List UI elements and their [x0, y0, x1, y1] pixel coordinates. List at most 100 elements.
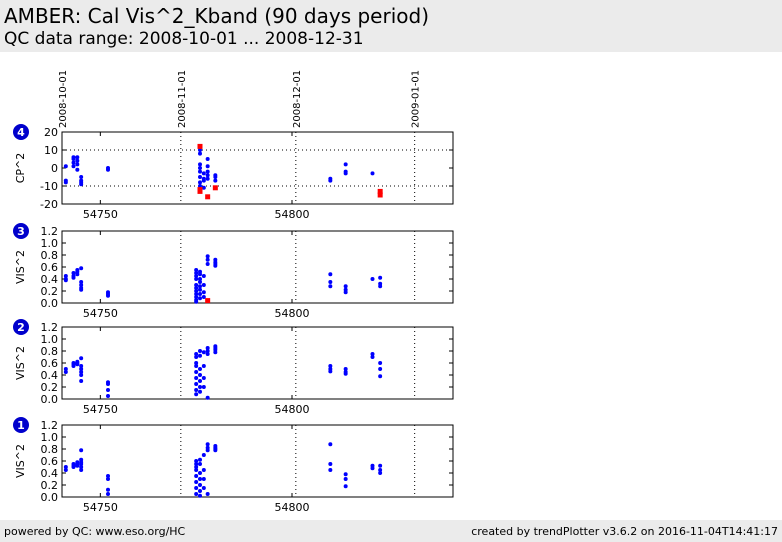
- data-point: [370, 277, 375, 281]
- panel-4: -20 -10 0 10 20 54750 54800 CP^2 4: [13, 124, 454, 221]
- y-tick-label: 0.8: [41, 249, 59, 262]
- data-point: [370, 171, 375, 176]
- y-tick-label: 0.8: [41, 345, 59, 358]
- y-tick-label: 0.0: [41, 491, 59, 504]
- y-tick-label: 0.2: [41, 381, 59, 394]
- y-tick-label: 0.0: [41, 297, 59, 310]
- y-tick-label: -20: [40, 198, 58, 211]
- data-point: [194, 474, 199, 478]
- data-point: [194, 295, 199, 299]
- data-point: [71, 155, 76, 160]
- data-point: [194, 459, 199, 463]
- panel-badge-number: 4: [17, 126, 25, 139]
- data-point: [71, 164, 76, 169]
- data-point: [201, 350, 206, 355]
- data-point: [75, 155, 80, 160]
- data-point: [194, 465, 199, 469]
- data-point: [194, 283, 199, 287]
- x-tick-label: 54800: [275, 403, 310, 416]
- data-point: [106, 474, 110, 478]
- y-tick-label: 0.6: [41, 357, 59, 370]
- data-point: [194, 486, 199, 490]
- y-tick-label: 1.0: [41, 431, 59, 444]
- data-point: [198, 287, 202, 292]
- data-point: [63, 367, 68, 371]
- panel-badge: [13, 223, 29, 239]
- data-point: [201, 295, 206, 299]
- data-point: [79, 364, 84, 368]
- data-point: [370, 352, 375, 356]
- panel-3: 0.00.20.40.60.81.01.2 54750 54800 VIS^2 3: [13, 223, 454, 320]
- data-point: [71, 160, 76, 165]
- data-point: [201, 290, 206, 295]
- data-point: [328, 462, 333, 466]
- outlier-point: [197, 188, 203, 194]
- data-point: [343, 371, 348, 376]
- y-tick-label: 0.4: [41, 467, 59, 480]
- data-point: [198, 184, 202, 188]
- data-point: [63, 278, 68, 283]
- y-tick-label: 0.2: [41, 285, 59, 298]
- data-point: [213, 263, 218, 268]
- data-point: [205, 169, 210, 174]
- data-point: [198, 373, 202, 377]
- data-point: [328, 468, 333, 472]
- y-tick-label: 0.4: [41, 369, 59, 382]
- y-axis-label: CP^2: [14, 153, 27, 184]
- footer-created: created by trendPlotter v3.6.2 on 2016-1…: [471, 525, 778, 538]
- date-tick-label: 2008-11-01: [177, 70, 188, 128]
- date-tick-label: 2008-12-01: [292, 70, 303, 128]
- data-point: [205, 352, 210, 356]
- data-point: [378, 367, 383, 371]
- data-point: [198, 277, 202, 281]
- data-point: [79, 180, 84, 185]
- data-point: [79, 266, 84, 271]
- data-point: [106, 388, 110, 392]
- data-point: [106, 382, 110, 386]
- data-point: [79, 373, 84, 377]
- data-point: [63, 465, 68, 469]
- data-point: [201, 364, 206, 368]
- y-tick-label: -10: [40, 180, 58, 193]
- outlier-point: [377, 188, 383, 194]
- data-point: [201, 385, 206, 389]
- panel-frame: [61, 424, 454, 498]
- data-point: [63, 468, 68, 472]
- data-point: [198, 477, 202, 481]
- data-point: [378, 284, 383, 289]
- data-point: [194, 462, 199, 466]
- data-point: [343, 284, 348, 289]
- data-point: [194, 364, 199, 368]
- data-point: [198, 272, 202, 277]
- data-point: [343, 484, 348, 489]
- data-point: [370, 355, 375, 359]
- data-point: [194, 271, 199, 275]
- page-title: AMBER: Cal Vis^2_Kband (90 days period): [4, 4, 429, 28]
- data-point: [194, 352, 199, 356]
- data-point: [205, 173, 210, 178]
- data-point: [198, 379, 202, 383]
- data-point: [198, 296, 202, 301]
- data-point: [106, 477, 110, 481]
- data-point: [63, 370, 68, 374]
- panel-2: 0.00.20.40.60.81.01.2 54750 54800 VIS^2 2: [13, 319, 454, 416]
- data-point: [201, 178, 206, 183]
- x-tick-label: 54800: [275, 501, 310, 514]
- data-point: [378, 361, 383, 365]
- data-point: [198, 180, 202, 185]
- data-point: [205, 349, 210, 353]
- y-tick-label: 0.0: [41, 393, 59, 406]
- data-point: [194, 268, 199, 272]
- data-point: [198, 493, 202, 498]
- data-point: [328, 272, 333, 277]
- data-point: [194, 370, 199, 374]
- data-point: [328, 442, 333, 447]
- data-point: [71, 271, 76, 275]
- data-point: [194, 392, 199, 397]
- data-point: [63, 180, 68, 185]
- data-point: [343, 477, 348, 481]
- data-point: [201, 486, 206, 490]
- data-point: [328, 178, 333, 183]
- data-point: [194, 292, 199, 296]
- data-point: [201, 453, 206, 457]
